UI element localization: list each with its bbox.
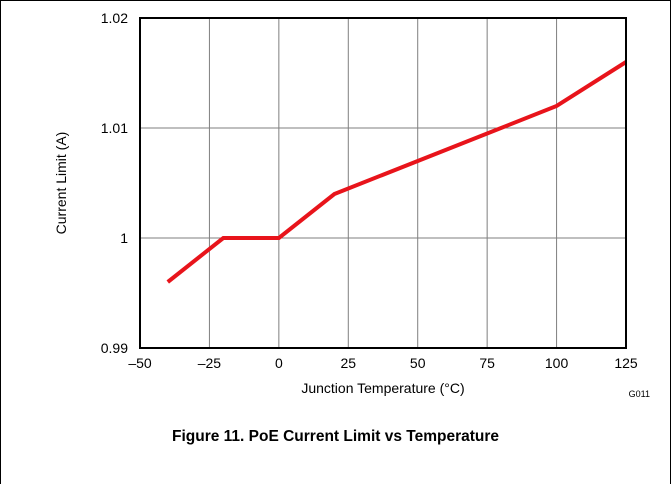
plot-border [139, 17, 627, 349]
x-tick-label: 0 [275, 355, 283, 371]
x-axis-label: Junction Temperature (°C) [301, 380, 464, 396]
chart: –50 –25 0 25 50 75 100 125 0.99 1 1.01 1.02 Juncti… [53, 10, 650, 399]
x-tick-label: 25 [340, 355, 356, 371]
y-tick-label: 1.01 [101, 120, 128, 136]
series-line [166, 60, 628, 284]
x-tick-label: 100 [545, 355, 569, 371]
y-axis-ticks: 0.99 1 1.01 1.02 [101, 10, 128, 356]
x-tick-label: –25 [198, 355, 222, 371]
x-tick-label: 50 [410, 355, 426, 371]
x-axis-ticks: –50 –25 0 25 50 75 100 125 [128, 355, 638, 371]
x-tick-label: 125 [614, 355, 638, 371]
figure-code: G011 [629, 389, 650, 399]
figure-caption: Figure 11. PoE Current Limit vs Temperat… [171, 428, 500, 445]
y-tick-label: 1 [120, 230, 128, 246]
y-axis-label: Current Limit (A) [53, 132, 69, 235]
x-tick-label: 75 [479, 355, 495, 371]
x-tick-label: –50 [128, 355, 152, 371]
y-tick-label: 0.99 [101, 340, 128, 356]
y-tick-label: 1.02 [101, 10, 128, 26]
series-layer [166, 60, 628, 284]
grid-lines [140, 18, 626, 348]
